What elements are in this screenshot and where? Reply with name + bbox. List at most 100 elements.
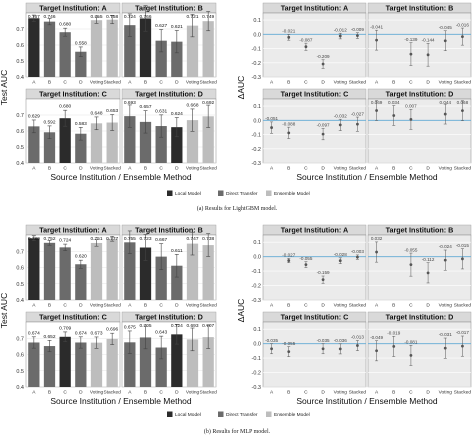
y-tick-label: 0.4 xyxy=(16,298,24,304)
data-label: -0.015 xyxy=(456,243,469,248)
data-label: 0.692 xyxy=(202,100,214,106)
y-tick-label: 0.7 xyxy=(16,113,24,119)
data-label: -0.144 xyxy=(422,38,435,43)
x-tick-label: Stacked xyxy=(103,303,121,309)
x-axis-title: Source Institution / Ensemble Method xyxy=(50,396,192,406)
bar xyxy=(124,242,136,300)
y-tick-label: 0.6 xyxy=(16,266,24,272)
x-tick-label: A xyxy=(128,80,132,86)
bar xyxy=(171,41,183,77)
y-tick-label: 0.5 xyxy=(16,59,24,65)
x-tick-label: Voting xyxy=(186,80,200,86)
legend-label-ensemble: Ensemble Model xyxy=(274,412,310,418)
data-label: -0.112 xyxy=(422,257,435,262)
data-label: 0.758 xyxy=(106,14,118,20)
data-label: -0.019 xyxy=(387,331,400,336)
data-label: 0.755 xyxy=(90,14,102,20)
x-tick-label: Voting xyxy=(90,390,104,396)
panel-title: Target Institution: D xyxy=(386,313,454,322)
bar xyxy=(75,264,87,300)
x-tick-label: B xyxy=(392,166,395,172)
x-tick-label: Voting xyxy=(186,303,200,309)
data-label: -0.036 xyxy=(334,338,347,343)
data-label: -0.159 xyxy=(317,270,330,275)
data-label: -0.017 xyxy=(456,330,469,335)
y-tick-label: -0.1 xyxy=(252,269,261,275)
data-label: -0.031 xyxy=(439,332,452,337)
bar xyxy=(124,342,136,387)
bar xyxy=(28,126,40,163)
plot-area xyxy=(367,98,472,164)
data-label: -0.013 xyxy=(351,335,364,340)
x-tick-label: B xyxy=(144,80,147,86)
y-axis-title: ΔAUC xyxy=(236,76,246,100)
y-tick-label: -0.1 xyxy=(252,133,261,139)
x-tick-label: D xyxy=(175,303,179,309)
plot-area xyxy=(262,12,367,78)
data-label: -0.087 xyxy=(299,37,312,42)
data-point xyxy=(304,45,308,49)
caption-b: (b) Results for MLP model. xyxy=(203,429,271,435)
y-tick-label: 0.0 xyxy=(253,32,261,38)
y-tick-label: -0.3 xyxy=(252,298,261,304)
bar xyxy=(59,247,71,300)
x-tick-label: C xyxy=(304,166,308,172)
x-tick-label: Stacked xyxy=(199,303,217,309)
data-label: -0.016 xyxy=(456,22,469,27)
data-label: -0.027 xyxy=(282,253,295,258)
bar xyxy=(106,19,118,77)
x-tick-label: B xyxy=(392,303,395,309)
data-label: -0.028 xyxy=(334,252,347,257)
data-label: 0.752 xyxy=(43,236,55,242)
bar xyxy=(186,25,199,77)
data-point xyxy=(375,250,378,254)
x-tick-label: B xyxy=(287,166,290,172)
bar xyxy=(43,21,56,77)
data-point xyxy=(338,259,342,263)
data-label: 0.667 xyxy=(155,237,167,243)
panel-title: Target Institution: B xyxy=(135,4,203,13)
x-tick-label: Stacked xyxy=(349,166,367,172)
data-label: 0.777 xyxy=(106,236,118,242)
data-label: 0.657 xyxy=(139,104,151,110)
data-label: 0.693 xyxy=(186,323,198,329)
data-point xyxy=(287,259,291,262)
y-axis-title: Test AUC xyxy=(0,293,9,328)
data-point xyxy=(287,350,291,354)
legend-swatch-local xyxy=(167,190,173,196)
x-tick-label: B xyxy=(392,80,395,86)
x-tick-label: C xyxy=(409,390,413,396)
data-point xyxy=(392,114,396,117)
y-tick-label: 0.0 xyxy=(253,255,261,261)
x-tick-label: Voting xyxy=(186,390,200,396)
data-label: 0.674 xyxy=(75,330,87,336)
data-label: -0.041 xyxy=(370,24,383,29)
x-tick-label: B xyxy=(392,390,395,396)
data-label: -0.097 xyxy=(317,123,330,128)
data-label: 0.724 xyxy=(124,14,136,20)
bar xyxy=(155,40,167,77)
data-label: 0.755 xyxy=(124,236,136,242)
y-tick-label: 0.7 xyxy=(16,249,24,255)
data-label: 0.724 xyxy=(171,323,183,329)
x-tick-label: C xyxy=(409,303,413,309)
x-tick-label: Stacked xyxy=(454,303,472,309)
bar xyxy=(139,18,152,77)
data-point xyxy=(409,263,413,267)
panel-title: Target Institution: B xyxy=(386,226,454,235)
data-label: -0.049 xyxy=(370,335,383,340)
data-point xyxy=(461,257,464,261)
x-tick-label: D xyxy=(321,303,325,309)
x-tick-label: D xyxy=(426,80,430,86)
data-point xyxy=(443,39,447,43)
y-axis-title: Test AUC xyxy=(0,70,9,105)
bar xyxy=(90,123,103,163)
y-tick-label: -0.2 xyxy=(252,371,261,377)
data-label: -0.032 xyxy=(334,113,347,118)
data-label: 0.751 xyxy=(90,236,102,242)
x-tick-label: D xyxy=(426,166,430,172)
x-tick-label: B xyxy=(48,166,51,172)
bar xyxy=(186,339,199,387)
x-tick-label: C xyxy=(63,390,67,396)
data-label: -0.045 xyxy=(439,25,452,30)
